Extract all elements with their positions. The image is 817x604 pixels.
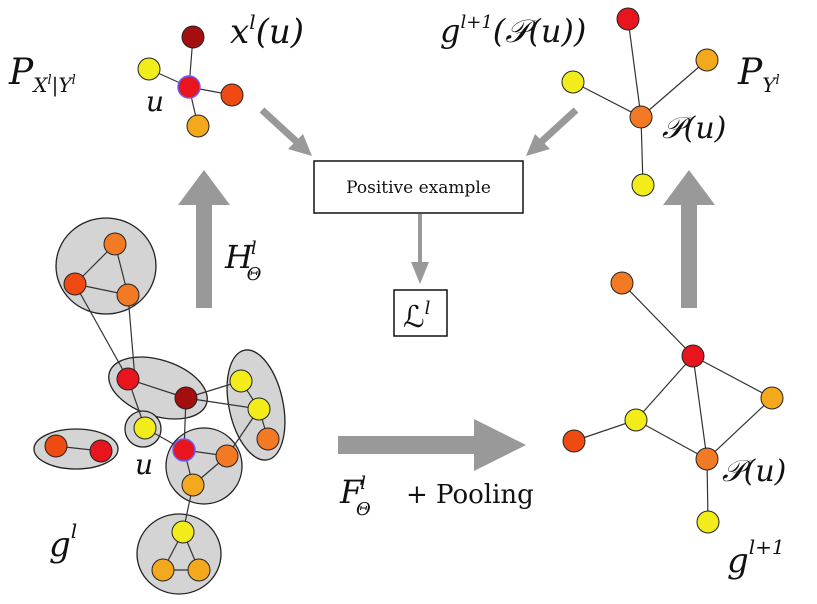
cluster: [108, 356, 208, 420]
clustered-graph: [33, 217, 286, 595]
loss-arrow: [411, 214, 429, 284]
node: [562, 429, 586, 453]
loss-box: ℒl: [393, 289, 448, 337]
node: [103, 232, 127, 256]
cluster: [55, 217, 157, 315]
node: [116, 367, 140, 391]
label-g-l1: gl+1: [727, 535, 785, 581]
node: [187, 558, 211, 582]
node: [151, 558, 175, 582]
node: [186, 114, 210, 138]
node: [137, 57, 161, 81]
node: [44, 434, 68, 458]
node: [610, 271, 634, 295]
node: [561, 70, 585, 94]
node: [89, 439, 113, 463]
label-x-l-u: xl(u): [230, 10, 304, 52]
node: [631, 173, 655, 197]
diag-arrow-right: [526, 107, 579, 156]
label-g-l: gl: [49, 519, 77, 565]
node-pu: [629, 105, 653, 129]
loss-symbol: ℒl: [403, 298, 431, 335]
node-u: [177, 75, 201, 99]
label-h: Hl Θ: [224, 238, 262, 285]
node: [171, 520, 195, 544]
label-f: Fl Θ: [339, 473, 371, 520]
pooling-up-arrow: [663, 170, 715, 308]
node: [256, 427, 280, 451]
label-pu-top: 𝒫(u): [662, 111, 726, 146]
node: [695, 48, 719, 72]
pooled-graph: [562, 271, 784, 534]
arrows: [178, 107, 715, 471]
label-p-x-given-y: PXl|Yl: [8, 52, 76, 98]
node: [215, 444, 239, 468]
node: [181, 25, 205, 49]
node: [247, 397, 271, 421]
label-p-y: PYl: [737, 52, 780, 97]
node-u-bottom: [172, 438, 196, 462]
node: [696, 510, 720, 534]
node: [616, 7, 640, 31]
label-pooling: + Pooling: [406, 480, 534, 510]
node: [220, 83, 244, 107]
node: [116, 283, 140, 307]
positive-example-label: Positive example: [346, 178, 491, 198]
node: [133, 416, 157, 440]
label-pu-bottom: 𝒫(u): [722, 454, 786, 489]
node: [681, 344, 705, 368]
positive-example-box: Positive example: [313, 160, 524, 214]
node: [760, 386, 784, 410]
node: [174, 386, 198, 410]
node-pu-bottom: [695, 447, 719, 471]
top-left-star-graph: [137, 25, 244, 138]
f-arrow: [338, 419, 526, 471]
node: [229, 369, 253, 393]
h-arrow: [178, 170, 230, 308]
label-u-top: u: [146, 85, 164, 118]
diag-arrow-left: [259, 107, 312, 156]
label-g-next: gl+1(𝒫(u)): [440, 12, 586, 50]
label-u-bottom: u: [135, 448, 153, 481]
node: [624, 408, 648, 432]
node: [63, 272, 87, 296]
top-right-star-graph: [561, 7, 719, 197]
node: [181, 473, 205, 497]
